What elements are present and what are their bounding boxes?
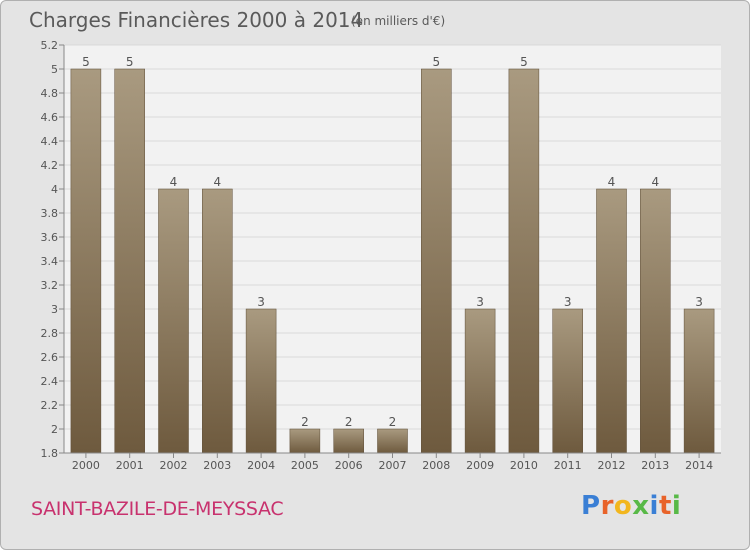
x-tick-label: 2008 [422,459,450,472]
data-label: 3 [695,295,703,309]
x-tick-label: 2001 [116,459,144,472]
bar-2004 [245,308,277,454]
x-tick-label: 2014 [685,459,713,472]
data-label: 3 [564,295,572,309]
x-tick-label: 2010 [510,459,538,472]
y-tick-label: 3.8 [41,207,59,220]
bar-2001 [114,68,145,454]
y-tick-label: 3.6 [41,231,59,244]
x-tick-label: 2005 [291,459,319,472]
logo-letter: t [658,491,672,521]
y-tick-label: 1.8 [41,447,59,460]
data-label: 3 [476,295,484,309]
data-label: 5 [126,55,134,69]
bar-2010 [508,68,540,454]
data-label: 5 [432,55,440,69]
y-tick-label: 3.2 [41,279,59,292]
x-tick-label: 2004 [247,459,275,472]
data-label: 4 [170,175,178,189]
data-label: 2 [389,415,397,429]
proxiti-logo: Proxiti [581,491,681,521]
data-label: 2 [301,415,309,429]
data-label: 5 [520,55,528,69]
x-tick-label: 2002 [160,459,188,472]
y-tick-label: 2.4 [41,375,59,388]
y-tick-label: 2.6 [41,351,59,364]
bar-2006 [333,428,364,454]
bar-2005 [289,428,321,454]
logo-letter: P [581,491,601,521]
y-tick-label: 5 [51,63,58,76]
y-tick-label: 2.2 [41,399,59,412]
axes: 1.8 2 2.2 2.4 2.6 2.8 3 3.2 3.4 3.6 3.8 4 4.2 4.4 4.6 4… [41,39,721,472]
chart-title: Charges Financières 2000 à 2014 [29,8,364,32]
data-label: 4 [651,175,659,189]
bar-2009 [464,308,496,454]
y-tick-label: 4.2 [41,159,59,172]
x-tick-label: 2011 [554,459,582,472]
bar-2008 [421,68,452,454]
x-tick-label: 2003 [203,459,231,472]
y-tick-label: 4 [51,183,58,196]
bar-2000 [70,68,102,454]
bar-2013 [640,188,671,454]
x-tick-label: 2013 [641,459,669,472]
data-label: 4 [213,175,221,189]
y-tick-label: 3 [51,303,58,316]
logo-letter: x [632,491,650,521]
bar-2003 [202,188,233,454]
bars: 5 5 4 4 3 2 2 2 5 3 5 3 4 4 3 [70,55,715,454]
chart-unit: (en milliers d'€) [351,14,446,28]
data-label: 2 [345,415,353,429]
bar-2011 [552,308,583,454]
data-label: 5 [82,55,90,69]
y-tick-label: 4.6 [41,111,59,124]
logo-letter: i [649,491,659,521]
bar-2014 [683,308,715,454]
x-tick-label: 2007 [379,459,407,472]
y-tick-label: 2 [51,423,58,436]
data-label: 3 [257,295,265,309]
y-tick-label: 5.2 [41,39,59,52]
logo-letter: o [613,491,633,521]
y-tick-label: 4.4 [41,135,59,148]
x-tick-label: 2006 [335,459,363,472]
x-tick-label: 2012 [598,459,626,472]
y-tick-label: 4.8 [41,87,59,100]
data-label: 4 [608,175,616,189]
logo-letter: i [671,491,682,521]
y-tick-label: 3.4 [41,255,59,268]
bar-2012 [596,188,627,454]
x-tick-label: 2009 [466,459,494,472]
bar-2007 [377,428,408,454]
commune-name: SAINT-BAZILE-DE-MEYSSAC [31,498,284,520]
x-tick-label: 2000 [72,459,100,472]
bar-2002 [158,188,189,454]
y-tick-label: 2.8 [41,327,59,340]
logo-letter: r [600,491,614,521]
